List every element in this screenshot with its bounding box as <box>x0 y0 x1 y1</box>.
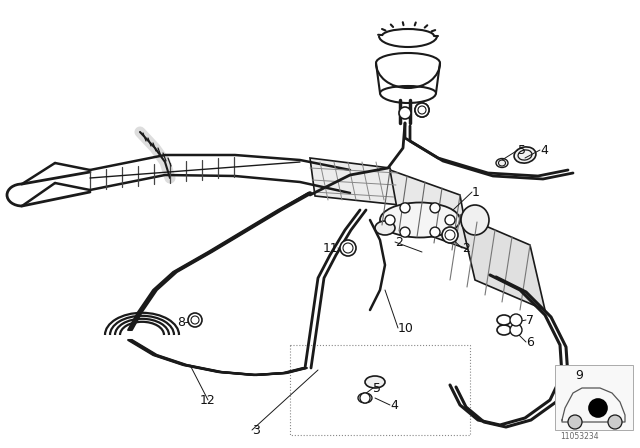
Ellipse shape <box>375 221 395 235</box>
Text: 8: 8 <box>177 315 185 328</box>
Text: 10: 10 <box>398 322 414 335</box>
Circle shape <box>415 103 429 117</box>
Circle shape <box>510 314 522 326</box>
Circle shape <box>608 415 622 429</box>
Bar <box>290 345 470 435</box>
Circle shape <box>430 203 440 213</box>
Text: 5: 5 <box>518 143 526 156</box>
Text: 4: 4 <box>540 143 548 156</box>
Text: 6: 6 <box>526 336 534 349</box>
Ellipse shape <box>518 150 532 160</box>
Text: 12: 12 <box>200 393 216 406</box>
Circle shape <box>385 215 395 225</box>
Circle shape <box>188 313 202 327</box>
Text: 11: 11 <box>323 241 338 254</box>
Circle shape <box>415 103 429 117</box>
Text: 3: 3 <box>252 423 260 436</box>
Circle shape <box>399 107 411 119</box>
Text: 4: 4 <box>390 399 398 412</box>
Circle shape <box>418 106 426 114</box>
Polygon shape <box>460 215 545 310</box>
Text: 2: 2 <box>395 236 403 249</box>
Ellipse shape <box>496 159 508 168</box>
Text: 1: 1 <box>472 185 480 198</box>
Ellipse shape <box>365 376 385 388</box>
Circle shape <box>510 324 522 336</box>
Circle shape <box>343 243 353 253</box>
Text: 11053234: 11053234 <box>560 432 598 441</box>
Circle shape <box>568 415 582 429</box>
Ellipse shape <box>461 205 489 235</box>
Ellipse shape <box>499 160 506 166</box>
Text: 7: 7 <box>526 314 534 327</box>
Polygon shape <box>310 158 400 205</box>
Ellipse shape <box>497 315 511 325</box>
Circle shape <box>445 230 455 240</box>
Circle shape <box>589 399 607 417</box>
Circle shape <box>340 240 356 256</box>
Text: 2: 2 <box>462 241 470 254</box>
Circle shape <box>400 203 410 213</box>
Ellipse shape <box>380 202 460 237</box>
Ellipse shape <box>497 325 511 335</box>
Circle shape <box>442 227 458 243</box>
Ellipse shape <box>514 147 536 163</box>
Ellipse shape <box>358 393 372 403</box>
Circle shape <box>400 227 410 237</box>
Text: 5: 5 <box>373 382 381 395</box>
Circle shape <box>191 316 199 324</box>
Circle shape <box>430 227 440 237</box>
Text: 9: 9 <box>575 369 583 382</box>
Bar <box>555 365 633 430</box>
Circle shape <box>445 215 455 225</box>
Circle shape <box>418 106 426 114</box>
Polygon shape <box>390 170 470 250</box>
Circle shape <box>360 393 370 403</box>
